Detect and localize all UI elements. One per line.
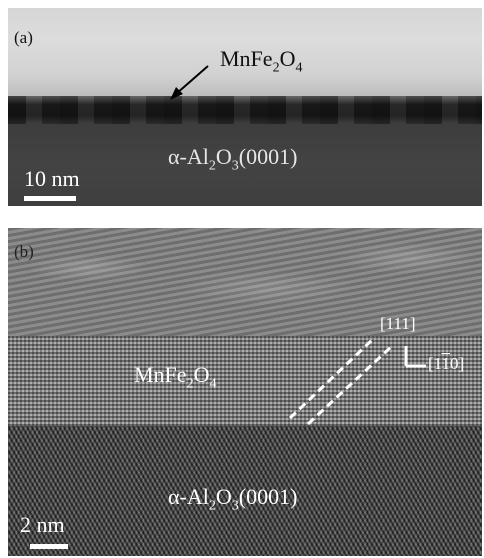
direction-111-label: [111] bbox=[380, 314, 416, 333]
scale-bar-b bbox=[30, 544, 68, 549]
tem-panel-a: (a) MnFe2O4 α-Al2O3(0001) 10 nm bbox=[8, 8, 482, 206]
scale-bar-a bbox=[24, 196, 76, 201]
film-lattice bbox=[8, 336, 482, 426]
substrate-label-a: α-Al2O3(0001) bbox=[168, 144, 298, 174]
panel-letter-b: (b) bbox=[14, 242, 34, 261]
tem-panel-b: (b) MnFe2O4 [111] [110] α-Al2O3(0001) 2 … bbox=[8, 228, 482, 556]
substrate-lattice bbox=[8, 426, 482, 556]
substrate-label-b: α-Al2O3(0001) bbox=[168, 484, 298, 514]
panel-letter-a: (a) bbox=[14, 28, 33, 47]
scale-label-b: 2 nm bbox=[20, 512, 65, 537]
pointer-arrow bbox=[170, 65, 209, 100]
film-label-a: MnFe2O4 bbox=[220, 46, 303, 76]
lattice-guide-lines bbox=[288, 338, 426, 426]
substrate-region bbox=[8, 124, 482, 206]
direction-1-10-label: [110] bbox=[428, 354, 465, 373]
amorphous-region bbox=[8, 228, 482, 336]
scale-label-a: 10 nm bbox=[24, 166, 80, 191]
film-label-b: MnFe2O4 bbox=[134, 362, 217, 392]
vacuum-region bbox=[8, 8, 482, 96]
film-layer bbox=[8, 96, 482, 124]
